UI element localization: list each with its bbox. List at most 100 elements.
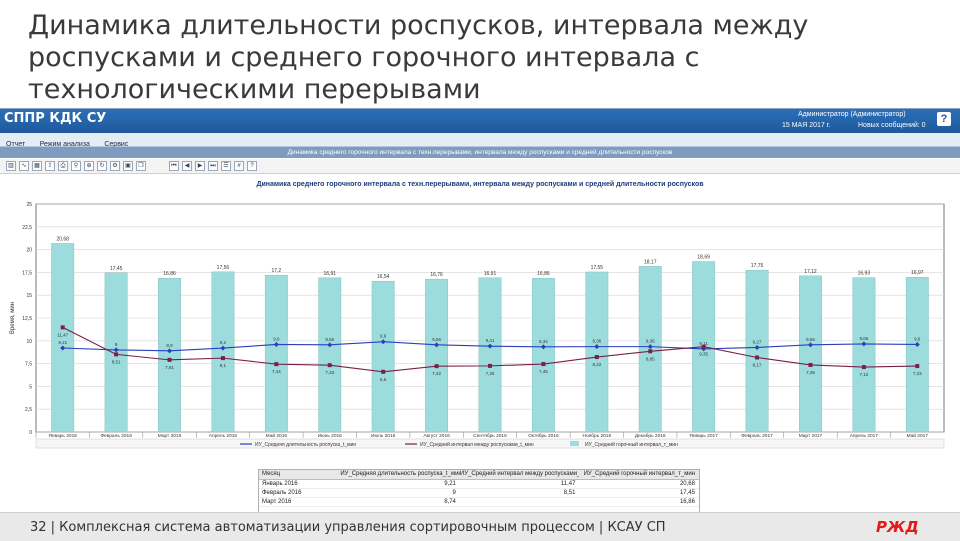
line-point-interval-between[interactable] (541, 362, 546, 367)
next-icon[interactable]: ▶ (195, 161, 205, 171)
line-point-duration[interactable] (380, 339, 386, 345)
report-title-bar: Динамика среднего горочного интервала с … (0, 147, 960, 158)
zoom-icon[interactable]: ⊕ (84, 161, 94, 171)
line-point-interval-between[interactable] (915, 364, 920, 369)
menu-service[interactable]: Сервис (104, 141, 129, 148)
help-icon[interactable]: ? (247, 161, 257, 171)
bar-hump-interval[interactable] (531, 278, 555, 433)
grid-icon[interactable]: # (234, 161, 244, 171)
filter-icon[interactable]: ⚲ (71, 161, 81, 171)
copy-icon[interactable]: ❐ (136, 161, 146, 171)
line-point-duration[interactable] (754, 344, 760, 350)
line-point-duration[interactable] (434, 342, 440, 348)
refresh-icon[interactable]: ↻ (97, 161, 107, 171)
y-tick-label: 10 (26, 339, 32, 345)
bar-hump-interval[interactable] (318, 277, 342, 433)
bar-hump-interval[interactable] (852, 277, 876, 433)
table-header-month[interactable]: Месяц (262, 471, 281, 477)
table-header-duration[interactable]: ИУ_Средняя длительность роспуска_t_мин (340, 471, 460, 477)
line-point-duration[interactable] (167, 348, 173, 354)
chart-line-icon[interactable]: ∿ (19, 161, 29, 171)
help-button[interactable]: ? (937, 112, 951, 126)
table-cell: 16,86 (679, 499, 695, 505)
bar-hump-interval[interactable] (745, 269, 769, 433)
bar-data-label: 17,75 (751, 263, 764, 269)
line-point-duration[interactable] (220, 345, 226, 351)
line-point-interval-between[interactable] (220, 356, 225, 361)
table-header-interval-between[interactable]: ИУ_Средний интервал между роспусками_t_м… (459, 471, 580, 477)
line-point-interval-between[interactable] (755, 355, 760, 360)
x-tick-label: Апрель 2016 (209, 433, 238, 439)
bar-hump-interval[interactable] (799, 275, 822, 433)
line-point-interval-between[interactable] (861, 365, 866, 370)
bar-hump-interval[interactable] (211, 271, 235, 433)
last-icon[interactable]: ⏭ (208, 161, 218, 171)
table-cell-month: Февраль 2016 (262, 490, 302, 496)
line-point-duration[interactable] (327, 342, 333, 348)
legend-icon[interactable]: ☰ (221, 161, 231, 171)
user-name[interactable]: Администратор (Администратор) (798, 111, 906, 118)
line-point-interval-between[interactable] (60, 325, 65, 330)
line-point-duration[interactable] (594, 344, 600, 350)
bar-data-label: 16,54 (377, 274, 390, 280)
legend-label: ИУ_Средняя длительность роспуска_t_мин (255, 442, 356, 448)
line-point-interval-between[interactable] (701, 344, 706, 349)
table-row[interactable]: Февраль 2016 9 8,51 17,45 (259, 489, 699, 498)
line-point-interval-between[interactable] (114, 352, 119, 357)
line-point-duration[interactable] (807, 342, 813, 348)
line-point-duration[interactable] (60, 345, 66, 351)
line-point-interval-between[interactable] (381, 369, 386, 374)
table-header-hump-interval[interactable]: ИУ_Средний горочный интервал_т_мин (583, 471, 695, 477)
line-data-label: 7,45 (539, 369, 548, 374)
bar-hump-interval[interactable] (425, 278, 449, 433)
bar-hump-interval[interactable] (264, 274, 288, 433)
settings-icon[interactable]: ⚙ (110, 161, 120, 171)
bar-hump-interval[interactable] (478, 277, 502, 433)
table-cell: 8,51 (563, 490, 576, 496)
line-point-interval-between[interactable] (648, 349, 653, 354)
line-point-duration[interactable] (540, 344, 546, 350)
menu-analysis-mode[interactable]: Режим анализа (39, 141, 90, 148)
bar-hump-interval[interactable] (371, 280, 395, 433)
line-point-duration[interactable] (487, 343, 493, 349)
bar-hump-interval[interactable] (905, 277, 929, 433)
first-icon[interactable]: ⏮ (169, 161, 179, 171)
line-point-interval-between[interactable] (274, 362, 279, 367)
line-point-interval-between[interactable] (808, 362, 813, 367)
y-tick-label: 17,5 (22, 270, 32, 276)
table-row[interactable]: Март 2016 8,74 16,86 (259, 498, 699, 507)
bar-hump-interval[interactable] (638, 266, 662, 433)
bar-hump-interval[interactable] (51, 243, 75, 433)
x-tick-label: Декабрь 2016 (635, 433, 666, 439)
bar-hump-interval[interactable] (158, 278, 181, 433)
x-tick-label: Май 2017 (907, 432, 929, 439)
line-point-duration[interactable] (273, 341, 279, 347)
line-point-duration[interactable] (861, 341, 867, 347)
x-tick-label: Август 2016 (423, 433, 450, 439)
table-icon[interactable]: ▦ (32, 161, 42, 171)
line-point-interval-between[interactable] (434, 364, 439, 369)
y-tick-label: 20 (26, 248, 32, 254)
line-point-interval-between[interactable] (594, 355, 599, 360)
table-cell: 17,45 (679, 490, 695, 496)
bar-hump-interval[interactable] (585, 271, 609, 433)
menu-report[interactable]: Отчет (6, 141, 26, 148)
line-point-interval-between[interactable] (167, 357, 172, 362)
export-icon[interactable]: ⇪ (45, 161, 55, 171)
print-icon[interactable]: ⎙ (58, 161, 68, 171)
chart-bar-icon[interactable]: ▥ (6, 161, 16, 171)
save-icon[interactable]: ▣ (123, 161, 133, 171)
line-point-duration[interactable] (647, 344, 653, 350)
line-point-interval-between[interactable] (327, 363, 332, 368)
table-cell-month: Январь 2016 (262, 481, 298, 487)
bar-data-label: 18,17 (644, 259, 657, 265)
line-point-duration[interactable] (113, 347, 119, 353)
notifications-link[interactable]: Новых сообщений: 0 (858, 122, 926, 129)
bar-data-label: 16,93 (858, 271, 871, 277)
y-tick-label: 0 (29, 430, 32, 436)
table-row[interactable]: Январь 2016 9,21 11,47 20,68 (259, 480, 699, 489)
prev-icon[interactable]: ◀ (182, 161, 192, 171)
line-point-interval-between[interactable] (488, 363, 492, 368)
line-point-duration[interactable] (914, 341, 920, 347)
line-data-label: 7,25 (486, 371, 495, 376)
